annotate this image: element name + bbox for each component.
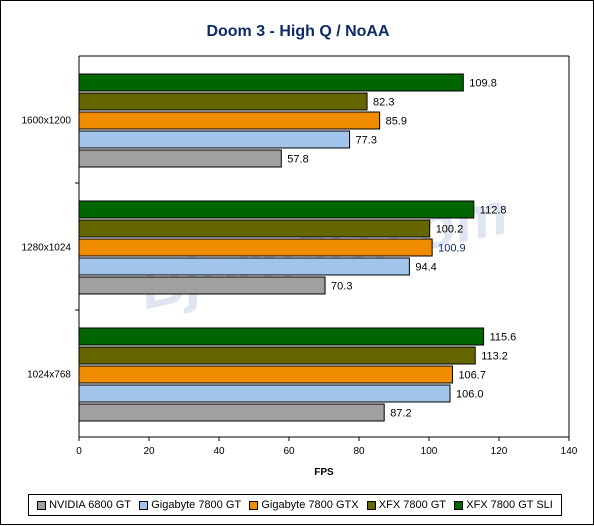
x-tick-label: 0 xyxy=(76,446,82,457)
x-axis-title: FPS xyxy=(314,467,334,478)
plot-area: Bjorn3D.com109.882.385.977.357.81600x120… xyxy=(22,55,578,457)
bar xyxy=(78,111,381,130)
legend-item: Gigabyte 7800 GTX xyxy=(249,499,359,511)
data-label: 94.4 xyxy=(415,262,436,274)
legend-swatch xyxy=(366,500,376,510)
data-label: 112.8 xyxy=(480,205,507,217)
category-label: 1024x768 xyxy=(27,370,71,381)
legend-item: XFX 7800 GT SLI xyxy=(454,499,553,511)
x-tick-label: 120 xyxy=(491,446,508,457)
data-label: 106.0 xyxy=(456,389,484,401)
x-tick-label: 140 xyxy=(561,446,578,457)
legend-item: Gigabyte 7800 GT xyxy=(139,499,241,511)
data-label: 115.6 xyxy=(490,332,517,344)
legend-label: Gigabyte 7800 GTX xyxy=(261,499,359,511)
bar xyxy=(78,219,431,238)
bar xyxy=(78,327,485,346)
legend-swatch xyxy=(454,500,464,510)
legend-label: XFX 7800 GT xyxy=(378,499,447,511)
x-tick-label: 100 xyxy=(421,446,438,457)
chart-title: Doom 3 - High Q / NoAA xyxy=(206,23,390,40)
data-label: 82.3 xyxy=(373,97,394,109)
bar xyxy=(78,73,464,92)
legend: NVIDIA 6800 GT Gigabyte 7800 GT Gigabyte 7… xyxy=(28,494,562,516)
x-tick-label: 80 xyxy=(353,446,365,457)
data-label: 57.8 xyxy=(287,154,308,166)
bar xyxy=(78,276,326,295)
bar xyxy=(78,257,410,276)
data-label: 77.3 xyxy=(356,135,377,147)
x-tick-label: 60 xyxy=(283,446,295,457)
data-label: 70.3 xyxy=(331,281,352,293)
bar xyxy=(78,346,476,365)
legend-swatch xyxy=(249,500,259,510)
bar xyxy=(78,200,475,219)
category-label: 1600x1200 xyxy=(22,116,72,127)
bar xyxy=(78,384,451,403)
data-label: 113.2 xyxy=(481,351,508,363)
legend-label: XFX 7800 GT SLI xyxy=(466,499,553,511)
legend-item: NVIDIA 6800 GT xyxy=(37,499,131,511)
bar xyxy=(78,403,385,422)
bar xyxy=(78,130,351,149)
data-label: 106.7 xyxy=(458,370,486,382)
legend-label: NVIDIA 6800 GT xyxy=(49,499,132,511)
bar xyxy=(78,238,433,257)
legend-label: Gigabyte 7800 GT xyxy=(151,499,242,511)
x-tick-label: 20 xyxy=(143,446,155,457)
data-label: 85.9 xyxy=(386,116,407,128)
legend-item: XFX 7800 GT xyxy=(366,499,447,511)
data-label: 100.2 xyxy=(436,224,464,236)
legend-swatch xyxy=(139,500,149,510)
bar xyxy=(78,365,453,384)
data-label: 100.9 xyxy=(438,243,466,255)
x-tick-label: 40 xyxy=(213,446,225,457)
data-label: 87.2 xyxy=(390,408,411,420)
category-label: 1280x1024 xyxy=(22,243,72,254)
legend-swatch xyxy=(37,500,47,510)
bar xyxy=(78,92,368,111)
bar xyxy=(78,149,282,168)
data-label: 109.8 xyxy=(469,78,497,90)
